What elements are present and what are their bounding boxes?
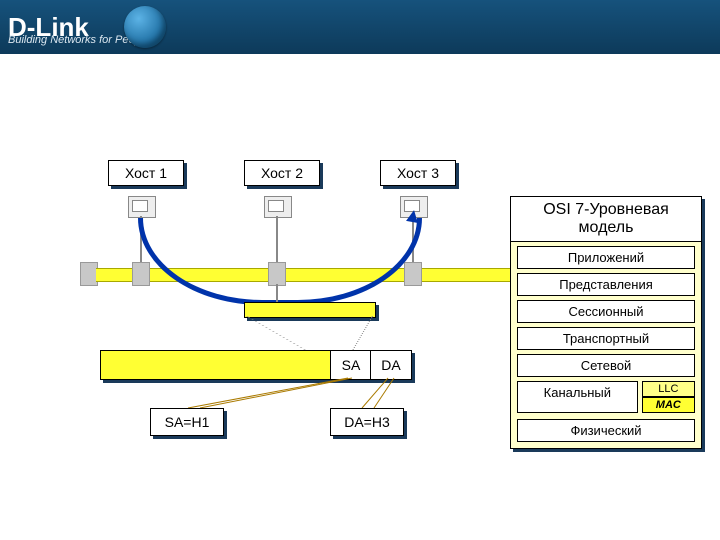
osi-datalink-row: Канальный LLC MAC — [517, 381, 695, 413]
frame-sa-header: SA — [330, 350, 372, 380]
osi-layer: Сетевой — [517, 354, 695, 377]
host-2-label: Хост 2 — [244, 160, 320, 186]
osi-layer: Представления — [517, 273, 695, 296]
sa-value-box: SA=H1 — [150, 408, 224, 436]
da-value-box: DA=H3 — [330, 408, 404, 436]
host-3-label: Хост 3 — [380, 160, 456, 186]
osi-llc: LLC — [642, 381, 695, 397]
drop-line — [276, 284, 278, 302]
globe-icon — [124, 6, 166, 48]
osi-layer: Приложений — [517, 246, 695, 269]
host-1-label: Хост 1 — [108, 160, 184, 186]
osi-panel: OSI 7-Уровневая модель Приложений Предст… — [510, 196, 702, 449]
osi-layer: Сессионный — [517, 300, 695, 323]
bus-tap — [404, 262, 422, 286]
osi-title: OSI 7-Уровневая модель — [511, 197, 701, 242]
header-bar: D-Link Building Networks for People — [0, 0, 720, 54]
connector-line — [246, 316, 306, 350]
osi-mac: MAC — [642, 397, 695, 413]
osi-datalink-label: Канальный — [517, 381, 638, 413]
computer-icon — [128, 196, 156, 218]
frame-body — [100, 350, 332, 380]
osi-layer-physical: Физический — [517, 419, 695, 442]
connector-line — [352, 316, 373, 350]
osi-layer: Транспортный — [517, 327, 695, 350]
transmission-arc — [138, 218, 422, 305]
bus-tap — [132, 262, 150, 286]
frame-da-header: DA — [370, 350, 412, 380]
arrowhead-icon — [406, 209, 420, 223]
computer-icon — [264, 196, 292, 218]
payload-strip — [244, 302, 376, 318]
